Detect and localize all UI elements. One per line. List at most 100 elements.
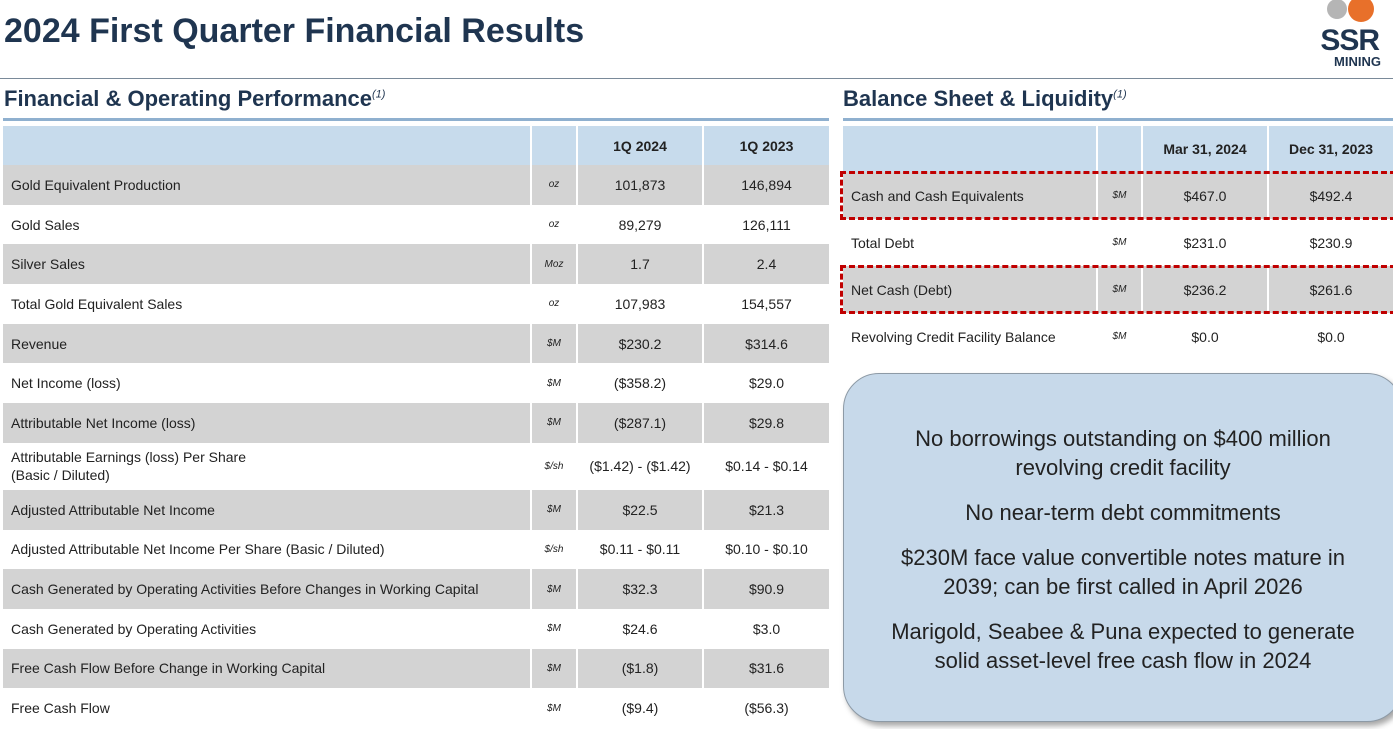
row-label: Cash Generated by Operating Activities <box>11 620 257 637</box>
callout-box: No borrowings outstanding on $400 millio… <box>843 373 1393 722</box>
row: Attributable Earnings (loss) Per Share (… <box>3 442 829 490</box>
row: Cash Generated by Operating Activities $M… <box>3 608 829 649</box>
unit: $M <box>530 403 577 443</box>
row: Gold Sales oz 89,279 126,111 <box>3 204 829 245</box>
value: $0.0 <box>1141 313 1268 360</box>
unit: oz <box>530 284 577 324</box>
row-label: Revenue <box>3 323 531 364</box>
unit: $/sh <box>530 442 577 490</box>
value: ($358.2) <box>576 363 703 404</box>
row: Attributable Net Income (loss) $M ($287.1)… <box>3 403 829 443</box>
header-cell <box>3 126 531 165</box>
value: ($1.42) - ($1.42) <box>576 442 703 490</box>
unit: Moz <box>530 244 577 285</box>
unit: oz <box>530 204 577 245</box>
value: $3.0 <box>702 608 829 649</box>
column-header: Mar 31, 2024 <box>1141 126 1268 172</box>
value: $0.11 - $0.11 <box>576 529 703 570</box>
value: 126,111 <box>702 204 829 245</box>
value: $230.2 <box>576 323 703 364</box>
header-cell <box>530 126 577 165</box>
footnote: (1) <box>371 88 386 101</box>
header-cell <box>1096 126 1142 172</box>
highlight-box <box>840 265 1393 314</box>
value: $0.0 <box>1267 313 1393 360</box>
unit: $M <box>530 363 577 404</box>
section-title-text: Balance Sheet & Liquidity <box>843 86 1114 111</box>
value: $261.6 <box>1267 266 1393 313</box>
column-header: 1Q 2024 <box>576 126 703 165</box>
value: $29.0 <box>702 363 829 404</box>
row-label: Attributable Earnings (loss) Per Share (… <box>11 449 246 484</box>
row-label: Total Debt <box>851 234 915 251</box>
divider <box>0 78 1393 79</box>
section-title-text: Financial & Operating Performance <box>4 86 372 111</box>
unit: $M <box>1096 266 1142 313</box>
value: $32.3 <box>576 569 703 609</box>
callout-text: No near-term debt commitments <box>965 500 1281 525</box>
unit: $M <box>530 688 577 728</box>
row-label: Net Cash (Debt) <box>843 266 1097 313</box>
row: Revolving Credit Facility Balance $M $0.0 $… <box>843 313 1393 360</box>
row: Total Gold Equivalent Sales oz 107,983 154,… <box>3 284 829 324</box>
value: $230.9 <box>1267 219 1393 266</box>
row-label: Gold Sales <box>11 216 80 233</box>
row: Free Cash Flow Before Change in Working … <box>3 648 829 689</box>
unit: $M <box>1096 219 1142 266</box>
value: $22.5 <box>576 489 703 530</box>
row: Revenue $M $230.2 $314.6 <box>3 323 829 364</box>
slide-title: 2024 First Quarter Financial Results <box>4 12 585 50</box>
row-label: Revolving Credit Facility Balance <box>851 328 1056 345</box>
value: $31.6 <box>702 648 829 689</box>
value: $236.2 <box>1141 266 1268 313</box>
value: $0.14 - $0.14 <box>702 442 829 490</box>
row-label: Free Cash Flow <box>11 700 110 717</box>
row: Gold Equivalent Production oz 101,873 146,8… <box>3 165 829 205</box>
balance-table: Mar 31, 2024 Dec 31, 2023 Cash and Cash Eq… <box>843 126 1393 360</box>
unit: $/sh <box>530 529 577 570</box>
row: Adjusted Attributable Net Income $M $22.5 $… <box>3 489 829 530</box>
value: $29.8 <box>702 403 829 443</box>
column-header: 1Q 2023 <box>702 126 829 165</box>
value: 2.4 <box>702 244 829 285</box>
row: Silver Sales Moz 1.7 2.4 <box>3 244 829 285</box>
value: 89,279 <box>576 204 703 245</box>
performance-table: 1Q 2024 1Q 2023 Gold Equivalent Production… <box>3 126 829 728</box>
value: ($9.4) <box>576 688 703 728</box>
unit: $M <box>530 323 577 364</box>
unit: $M <box>530 648 577 689</box>
value: $90.9 <box>702 569 829 609</box>
row: Net Income (loss) $M ($358.2) $29.0 <box>3 363 829 404</box>
logo-mark <box>1327 0 1374 22</box>
unit: $M <box>530 569 577 609</box>
logo-text: SSR <box>1320 24 1380 57</box>
header-row: Mar 31, 2024 Dec 31, 2023 <box>843 126 1393 172</box>
value: 1.7 <box>576 244 703 285</box>
row-label: Silver Sales <box>3 244 531 285</box>
value: $0.10 - $0.10 <box>702 529 829 570</box>
value: $492.4 <box>1267 172 1393 219</box>
row-label: Gold Equivalent Production <box>3 165 531 205</box>
section-underline <box>843 118 1393 121</box>
section-underline <box>3 118 829 121</box>
row-label: Adjusted Attributable Net Income <box>3 489 531 530</box>
highlight-box <box>840 171 1393 220</box>
value: 154,557 <box>702 284 829 324</box>
row-label: Cash and Cash Equivalents <box>843 172 1097 219</box>
row: Adjusted Attributable Net Income Per Sha… <box>3 529 829 570</box>
row: Net Cash (Debt) $M $236.2 $261.6 <box>843 266 1393 313</box>
header-row: 1Q 2024 1Q 2023 <box>3 126 829 165</box>
row: Cash and Cash Equivalents $M $467.0 $492.4 <box>843 172 1393 219</box>
logo-subtext: MINING <box>1334 54 1381 69</box>
value: ($287.1) <box>576 403 703 443</box>
column-header: Dec 31, 2023 <box>1267 126 1393 172</box>
value: $467.0 <box>1141 172 1268 219</box>
row-label: Total Gold Equivalent Sales <box>11 295 183 312</box>
value: ($56.3) <box>702 688 829 728</box>
value: $21.3 <box>702 489 829 530</box>
section-title: Balance Sheet & Liquidity(1) <box>843 86 1127 112</box>
value: 101,873 <box>576 165 703 205</box>
unit: $M <box>1096 313 1142 360</box>
value: $231.0 <box>1141 219 1268 266</box>
